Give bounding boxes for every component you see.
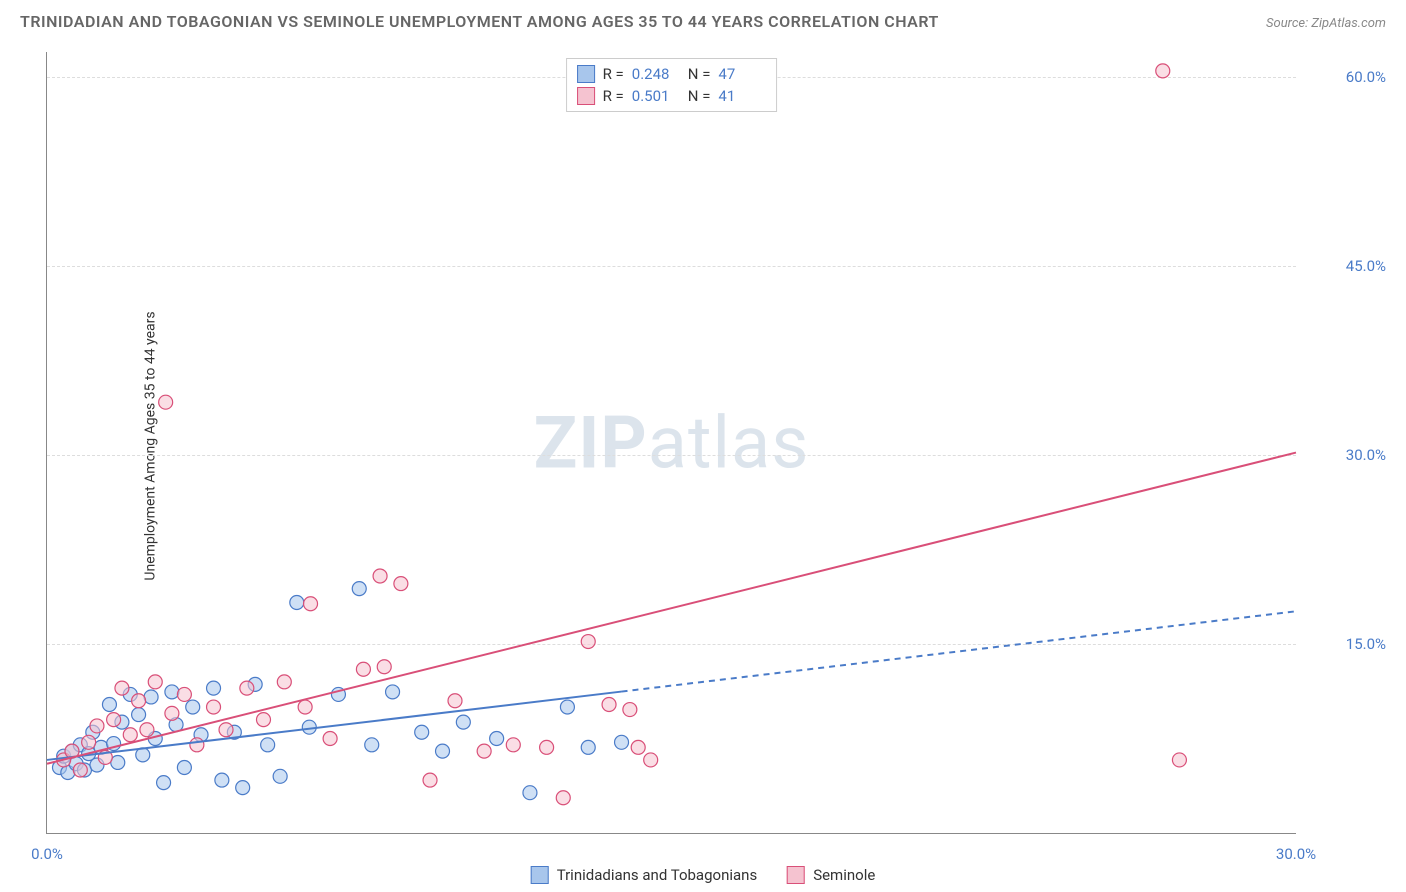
data-point bbox=[623, 703, 637, 717]
data-point bbox=[159, 395, 173, 409]
y-tick-label: 15.0% bbox=[1316, 635, 1386, 653]
source-attribution: Source: ZipAtlas.com bbox=[1266, 16, 1386, 31]
data-point bbox=[111, 755, 125, 769]
data-point bbox=[165, 706, 179, 720]
stats-row: R = 0.248 N = 47 bbox=[577, 63, 767, 85]
legend-item: Trinidadians and Tobagonians bbox=[531, 866, 757, 884]
data-point bbox=[556, 791, 570, 805]
stat-n-label: N = bbox=[688, 87, 711, 105]
data-point bbox=[219, 723, 233, 737]
x-tick-label: 0.0% bbox=[31, 845, 63, 863]
data-point bbox=[190, 738, 204, 752]
data-point bbox=[115, 681, 129, 695]
data-point bbox=[365, 738, 379, 752]
data-point bbox=[102, 698, 116, 712]
data-point bbox=[415, 725, 429, 739]
chart-plot-area: ZIPatlas 15.0%30.0%45.0%60.0% 0.0%30.0% … bbox=[46, 52, 1296, 834]
y-tick-label: 45.0% bbox=[1316, 257, 1386, 275]
legend-label: Seminole bbox=[813, 866, 875, 884]
data-point bbox=[107, 713, 121, 727]
data-point bbox=[261, 738, 275, 752]
stat-n-label: N = bbox=[688, 65, 711, 83]
y-tick-label: 60.0% bbox=[1316, 68, 1386, 86]
data-point bbox=[373, 569, 387, 583]
legend: Trinidadians and Tobagonians Seminole bbox=[531, 866, 876, 884]
stats-row: R = 0.501 N = 41 bbox=[577, 85, 767, 107]
legend-swatch bbox=[577, 87, 595, 105]
stat-n-value: 41 bbox=[718, 87, 766, 105]
data-point bbox=[477, 744, 491, 758]
data-point bbox=[386, 685, 400, 699]
data-point bbox=[132, 708, 146, 722]
stat-r-value: 0.501 bbox=[632, 87, 680, 105]
data-point bbox=[323, 732, 337, 746]
data-point bbox=[423, 773, 437, 787]
stat-r-label: R = bbox=[603, 87, 624, 105]
data-point bbox=[602, 698, 616, 712]
data-point bbox=[436, 744, 450, 758]
data-point bbox=[207, 700, 221, 714]
chart-title: TRINIDADIAN AND TOBAGONIAN VS SEMINOLE U… bbox=[20, 12, 939, 31]
legend-swatch bbox=[787, 866, 805, 884]
stat-r-value: 0.248 bbox=[632, 65, 680, 83]
data-point bbox=[523, 786, 537, 800]
data-point bbox=[304, 597, 318, 611]
y-tick-label: 30.0% bbox=[1316, 446, 1386, 464]
data-point bbox=[82, 735, 96, 749]
x-tick-label: 30.0% bbox=[1276, 845, 1316, 863]
data-point bbox=[615, 735, 629, 749]
data-point bbox=[1156, 64, 1170, 78]
trendline bbox=[47, 453, 1296, 764]
data-point bbox=[298, 700, 312, 714]
data-point bbox=[207, 681, 221, 695]
legend-swatch bbox=[577, 65, 595, 83]
data-point bbox=[581, 740, 595, 754]
data-point bbox=[157, 776, 171, 790]
data-point bbox=[394, 577, 408, 591]
data-point bbox=[506, 738, 520, 752]
data-point bbox=[277, 675, 291, 689]
data-point bbox=[256, 713, 270, 727]
stat-r-label: R = bbox=[603, 65, 624, 83]
data-point bbox=[73, 763, 87, 777]
data-point bbox=[540, 740, 554, 754]
data-point bbox=[90, 719, 104, 733]
scatter-plot-svg bbox=[47, 52, 1296, 833]
data-point bbox=[490, 732, 504, 746]
data-point bbox=[356, 662, 370, 676]
data-point bbox=[236, 781, 250, 795]
data-point bbox=[186, 700, 200, 714]
legend-label: Trinidadians and Tobagonians bbox=[557, 866, 757, 884]
data-point bbox=[448, 694, 462, 708]
data-point bbox=[132, 694, 146, 708]
data-point bbox=[165, 685, 179, 699]
data-point bbox=[581, 635, 595, 649]
data-point bbox=[177, 687, 191, 701]
data-point bbox=[144, 690, 158, 704]
data-point bbox=[631, 740, 645, 754]
data-point bbox=[352, 582, 366, 596]
data-point bbox=[560, 700, 574, 714]
data-point bbox=[644, 753, 658, 767]
trendline-extrapolated bbox=[622, 611, 1296, 691]
data-point bbox=[123, 728, 137, 742]
data-point bbox=[377, 660, 391, 674]
data-point bbox=[1172, 753, 1186, 767]
data-point bbox=[177, 761, 191, 775]
stat-n-value: 47 bbox=[718, 65, 766, 83]
data-point bbox=[290, 595, 304, 609]
legend-swatch bbox=[531, 866, 549, 884]
data-point bbox=[273, 769, 287, 783]
data-point bbox=[140, 723, 154, 737]
data-point bbox=[240, 681, 254, 695]
correlation-stats-box: R = 0.248 N = 47 R = 0.501 N = 41 bbox=[566, 58, 778, 112]
legend-item: Seminole bbox=[787, 866, 875, 884]
data-point bbox=[215, 773, 229, 787]
data-point bbox=[456, 715, 470, 729]
data-point bbox=[148, 675, 162, 689]
